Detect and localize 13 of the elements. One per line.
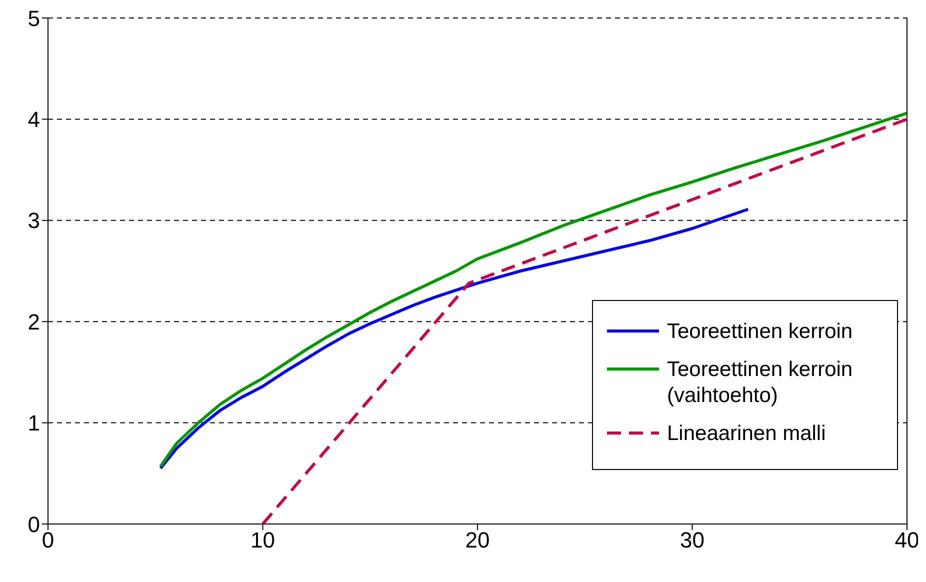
- legend-label: Teoreettinen kerroin (vaihtoehto): [667, 357, 854, 409]
- x-tick-label: 20: [465, 528, 490, 553]
- line-series: [159, 112, 907, 468]
- y-tick-label: 3: [28, 208, 40, 234]
- y-tick-label: 2: [28, 309, 40, 334]
- legend-label: Lineaarinen malli: [667, 421, 826, 447]
- x-tick-label: 30: [680, 528, 704, 553]
- y-tick-label: 5: [28, 6, 40, 31]
- y-tick-label: 0: [28, 512, 40, 537]
- y-tick-label: 4: [28, 107, 40, 132]
- x-tick-label: 10: [250, 528, 275, 553]
- legend-label: Teoreettinen kerroin: [667, 319, 853, 345]
- y-tick-label: 1: [28, 410, 40, 436]
